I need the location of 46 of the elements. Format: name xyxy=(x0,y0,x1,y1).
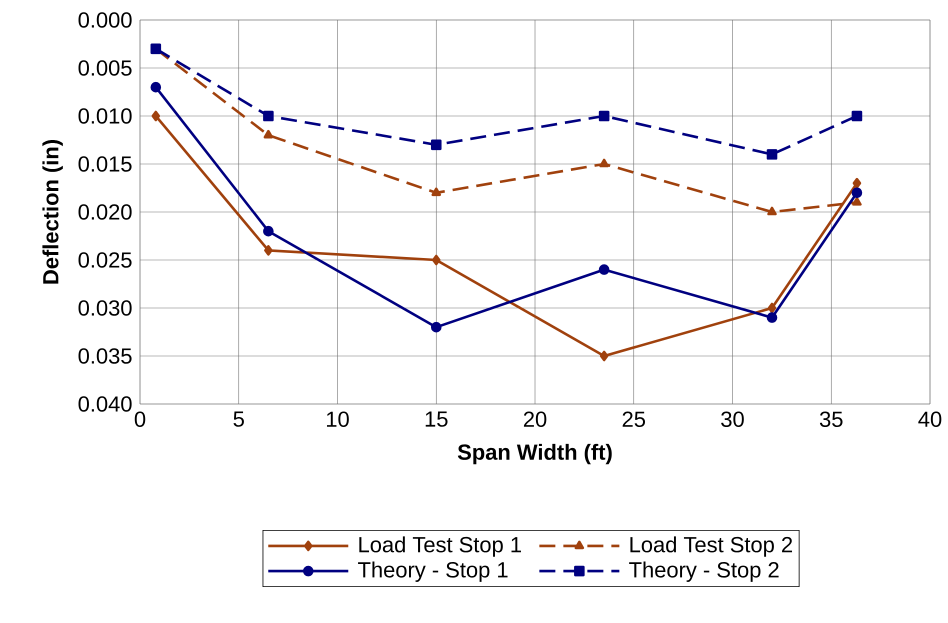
point xyxy=(430,322,442,332)
point xyxy=(430,140,442,150)
point xyxy=(432,188,442,196)
point xyxy=(264,130,274,138)
point xyxy=(152,110,160,122)
legend-label: Theory - Stop 1 xyxy=(358,561,508,582)
x-tick-label: 5 xyxy=(234,411,244,427)
y-tick-label: 0.025 xyxy=(78,252,132,268)
x-tick-label: 25 xyxy=(622,411,646,428)
y-tick-label: 0.020 xyxy=(78,204,132,220)
point xyxy=(766,312,778,323)
y-tick-label: 0.030 xyxy=(78,300,132,316)
point xyxy=(852,178,862,188)
point xyxy=(264,245,273,256)
x-tick-label: 30 xyxy=(721,411,744,428)
point xyxy=(600,350,608,362)
legend-label: Load Test Stop 2 xyxy=(630,536,792,557)
y-tick-label: 0.005 xyxy=(78,60,132,76)
legend-label: Load Test Stop 1 xyxy=(359,536,521,557)
x-tick-label: 0 xyxy=(134,411,146,428)
legend-label: Theory - Stop 2 xyxy=(629,561,779,582)
point xyxy=(263,110,274,122)
point xyxy=(598,264,610,275)
x-tick-label: 20 xyxy=(524,411,546,428)
y-tick-label: 0.000 xyxy=(78,12,132,28)
x-axis-title: Span Width (ft) xyxy=(458,444,612,464)
y-tick-label: 0.010 xyxy=(78,108,132,124)
point xyxy=(150,82,162,92)
point xyxy=(768,302,776,314)
y-tick-label: 0.035 xyxy=(78,348,132,364)
x-tick-label: 40 xyxy=(918,411,942,428)
y-axis-title: Deflection (in) xyxy=(42,140,63,284)
point xyxy=(767,206,777,216)
y-tick-label: 0.040 xyxy=(78,396,132,412)
point xyxy=(599,158,609,168)
point xyxy=(852,188,862,198)
y-tick-label: 0.015 xyxy=(78,156,132,172)
point xyxy=(766,149,778,160)
point xyxy=(598,110,610,122)
point xyxy=(263,226,274,236)
x-tick-label: 35 xyxy=(820,411,843,428)
point xyxy=(852,197,862,206)
x-tick-label: 10 xyxy=(326,411,349,428)
point xyxy=(432,254,441,266)
point xyxy=(852,110,862,122)
x-tick-label: 15 xyxy=(426,411,448,427)
